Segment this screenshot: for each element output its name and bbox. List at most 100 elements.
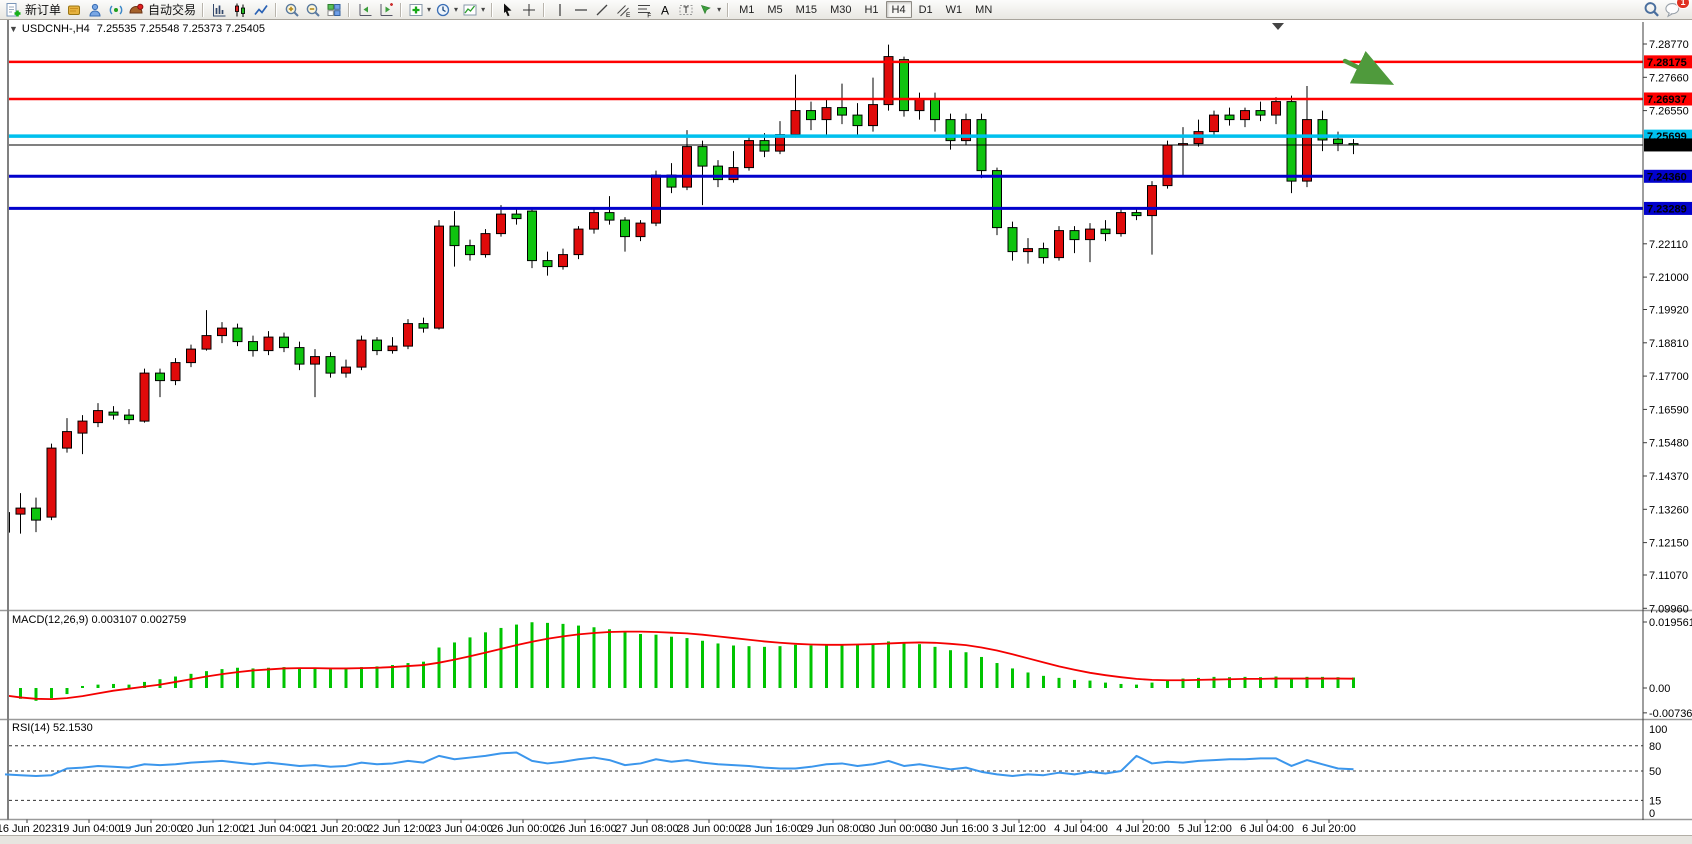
svg-text:30 Jun 00:00: 30 Jun 00:00 [863,823,927,835]
crosshair-icon [522,3,535,16]
autotrading-icon [129,3,144,13]
timeframe-m5-button[interactable]: M5 [767,3,783,16]
signals-button[interactable] [105,1,126,19]
svg-text:29 Jun 08:00: 29 Jun 08:00 [801,823,865,835]
zoom-in-icon [285,3,299,17]
time-axis [26,819,1330,823]
arrows-button[interactable]: ▾ [696,1,723,19]
svg-text:7.13260: 7.13260 [1649,504,1689,516]
chart-shift-button[interactable] [354,1,375,19]
fibonacci-icon: F [637,4,651,18]
svg-text:A: A [661,3,669,17]
candlestick-chart-icon [234,3,245,17]
autotrading-label: 自动交易 [148,3,197,17]
zoom-out-button[interactable] [302,1,323,19]
toolbar-separator [491,2,494,17]
chat-button[interactable]: 1 [1662,0,1690,19]
equidistant-channel-button[interactable]: E [612,1,633,19]
svg-text:6 Jul 20:00: 6 Jul 20:00 [1302,823,1356,835]
bar-chart-button[interactable] [208,1,229,19]
line-chart-icon [253,4,268,15]
macd-signal-line [9,630,1354,701]
expert-advisors-button[interactable] [84,1,105,19]
svg-text:28 Jun 16:00: 28 Jun 16:00 [739,823,803,835]
equidistant-channel-icon: E [616,4,631,18]
svg-text:7.18810: 7.18810 [1649,338,1689,350]
metaquotes-button[interactable] [63,1,84,19]
periods-icon [436,3,450,16]
svg-text:21 Jun 04:00: 21 Jun 04:00 [243,823,307,835]
auto-scroll-button[interactable] [375,1,396,19]
timeframe-m30-button[interactable]: M30 [830,3,852,16]
toolbar-separator [202,2,205,17]
horizontal-line-button[interactable] [570,1,591,19]
svg-text:22 Jun 12:00: 22 Jun 12:00 [367,823,431,835]
svg-text:4 Jul 20:00: 4 Jul 20:00 [1116,823,1170,835]
metaquotes-icon [67,5,80,15]
macd-layer [9,622,1355,701]
rsi-indicator-label: RSI(14) 52.1530 [12,722,93,734]
timeframe-m15-button[interactable]: M15 [795,3,818,16]
new-order-icon [6,2,21,16]
svg-text:7.15480: 7.15480 [1649,438,1689,450]
svg-text:50: 50 [1649,766,1661,778]
zoom-in-button[interactable] [281,1,302,19]
tile-windows-button[interactable] [323,1,344,19]
search-button[interactable] [1641,1,1662,19]
svg-text:26 Jun 00:00: 26 Jun 00:00 [491,823,555,835]
svg-text:26 Jun 16:00: 26 Jun 16:00 [553,823,617,835]
toolbar-separator [348,2,351,17]
trendline-button[interactable] [591,1,612,19]
chart-shift-icon [359,3,372,16]
text-label-button[interactable]: T [675,1,696,19]
symbol-label: USDCNH-,H4 [21,23,90,35]
timeframe-h1-button[interactable]: H1 [864,3,879,16]
svg-text:7.26550: 7.26550 [1649,106,1689,118]
new-order-button[interactable]: 新订单 [3,1,63,19]
svg-text:7.21000: 7.21000 [1649,272,1689,284]
svg-text:7.19920: 7.19920 [1649,305,1689,317]
line-chart-button[interactable] [250,1,271,19]
svg-text:7.28770: 7.28770 [1649,39,1689,51]
crosshair-button[interactable] [518,1,539,19]
svg-text:E: E [626,12,631,18]
periods-button[interactable]: ▾ [433,1,460,19]
timeframe-h4-button[interactable]: H4 [885,1,912,18]
macd-indicator-label: MACD(12,26,9) 0.003107 0.002759 [12,614,187,626]
svg-text:7.24360: 7.24360 [1647,171,1687,183]
svg-text:3 Jul 12:00: 3 Jul 12:00 [992,823,1046,835]
svg-text:0.019561: 0.019561 [1649,617,1692,629]
templates-button[interactable]: ▾ [460,1,487,19]
svg-text:15: 15 [1649,795,1661,807]
search-icon [1644,2,1659,17]
svg-text:6 Jul 04:00: 6 Jul 04:00 [1240,823,1294,835]
svg-text:7.25405: 7.25405 [1647,140,1687,152]
timeframe-d1-button[interactable]: D1 [918,3,933,16]
timeframe-w1-button[interactable]: W1 [945,3,963,16]
quotes-label: 7.25535 7.25548 7.25373 7.25405 [96,23,265,35]
arrows-dropdown-icon: ▾ [717,5,722,14]
autotrading-button[interactable]: 自动交易 [126,1,198,19]
symbol-dropdown-icon[interactable]: ▼ [9,24,18,34]
chart-shift-marker [1272,23,1284,30]
timeframe-mn-button[interactable]: MN [975,3,993,16]
vertical-line-button[interactable] [549,1,570,19]
indicators-button[interactable]: ▾ [406,1,433,19]
signals-icon [109,5,122,14]
timeframe-buttons: M1 M5 M15 M30 H1 H4 D1 W1 MN [733,1,998,18]
text-button[interactable]: A [654,1,675,19]
rsi-line [4,751,1354,778]
svg-text:7.22110: 7.22110 [1649,239,1688,251]
chart-canvas[interactable]: 7.28770 7.27660 7.26550 7.22110 7.21000 7.199… [0,20,1692,836]
svg-text:7.23289: 7.23289 [1647,203,1687,215]
cursor-button[interactable] [497,1,518,19]
svg-text:7.26937: 7.26937 [1647,94,1687,106]
timeframe-m1-button[interactable]: M1 [739,3,755,16]
svg-text:28 Jun 00:00: 28 Jun 00:00 [677,823,741,835]
toolbar-separator [275,2,278,17]
candlestick-chart-button[interactable] [229,1,250,19]
expert-advisors-icon [89,3,101,16]
svg-text:19 Jun 04:00: 19 Jun 04:00 [57,823,121,835]
svg-text:T: T [683,5,689,15]
fibonacci-button[interactable]: F [633,1,654,19]
